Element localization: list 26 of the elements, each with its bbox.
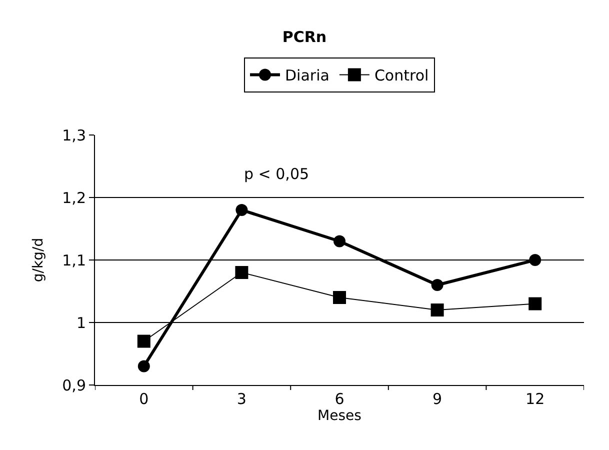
annotation: p < 0,05 [244, 165, 310, 183]
chart-title: PCRn [282, 28, 327, 46]
x-tick-label: 12 [526, 390, 545, 408]
point [138, 360, 150, 372]
y-tick-label: 1,2 [62, 188, 86, 207]
point [235, 266, 248, 279]
point [430, 304, 444, 316]
y-axis-title: g/kg/d [30, 238, 47, 282]
point [333, 291, 346, 304]
point [137, 334, 150, 348]
point [334, 235, 346, 248]
y-tick-label: 0,9 [62, 376, 86, 394]
x-tick-label: 9 [432, 390, 442, 408]
point [528, 297, 542, 310]
y-tick-label: 1,1 [62, 251, 86, 270]
x-axis-title: Meses [318, 408, 362, 424]
point [431, 279, 444, 291]
x-tick-label: 0 [139, 390, 149, 408]
x-tick-label: 6 [334, 390, 344, 408]
y-tick-label: 1 [76, 314, 86, 332]
x-tick-label: 3 [236, 390, 246, 408]
point [529, 254, 542, 266]
point [236, 204, 248, 216]
legend-label: Diaria [285, 66, 330, 85]
y-tick-label: 1,3 [62, 126, 86, 144]
legend-label: Control [374, 66, 429, 85]
